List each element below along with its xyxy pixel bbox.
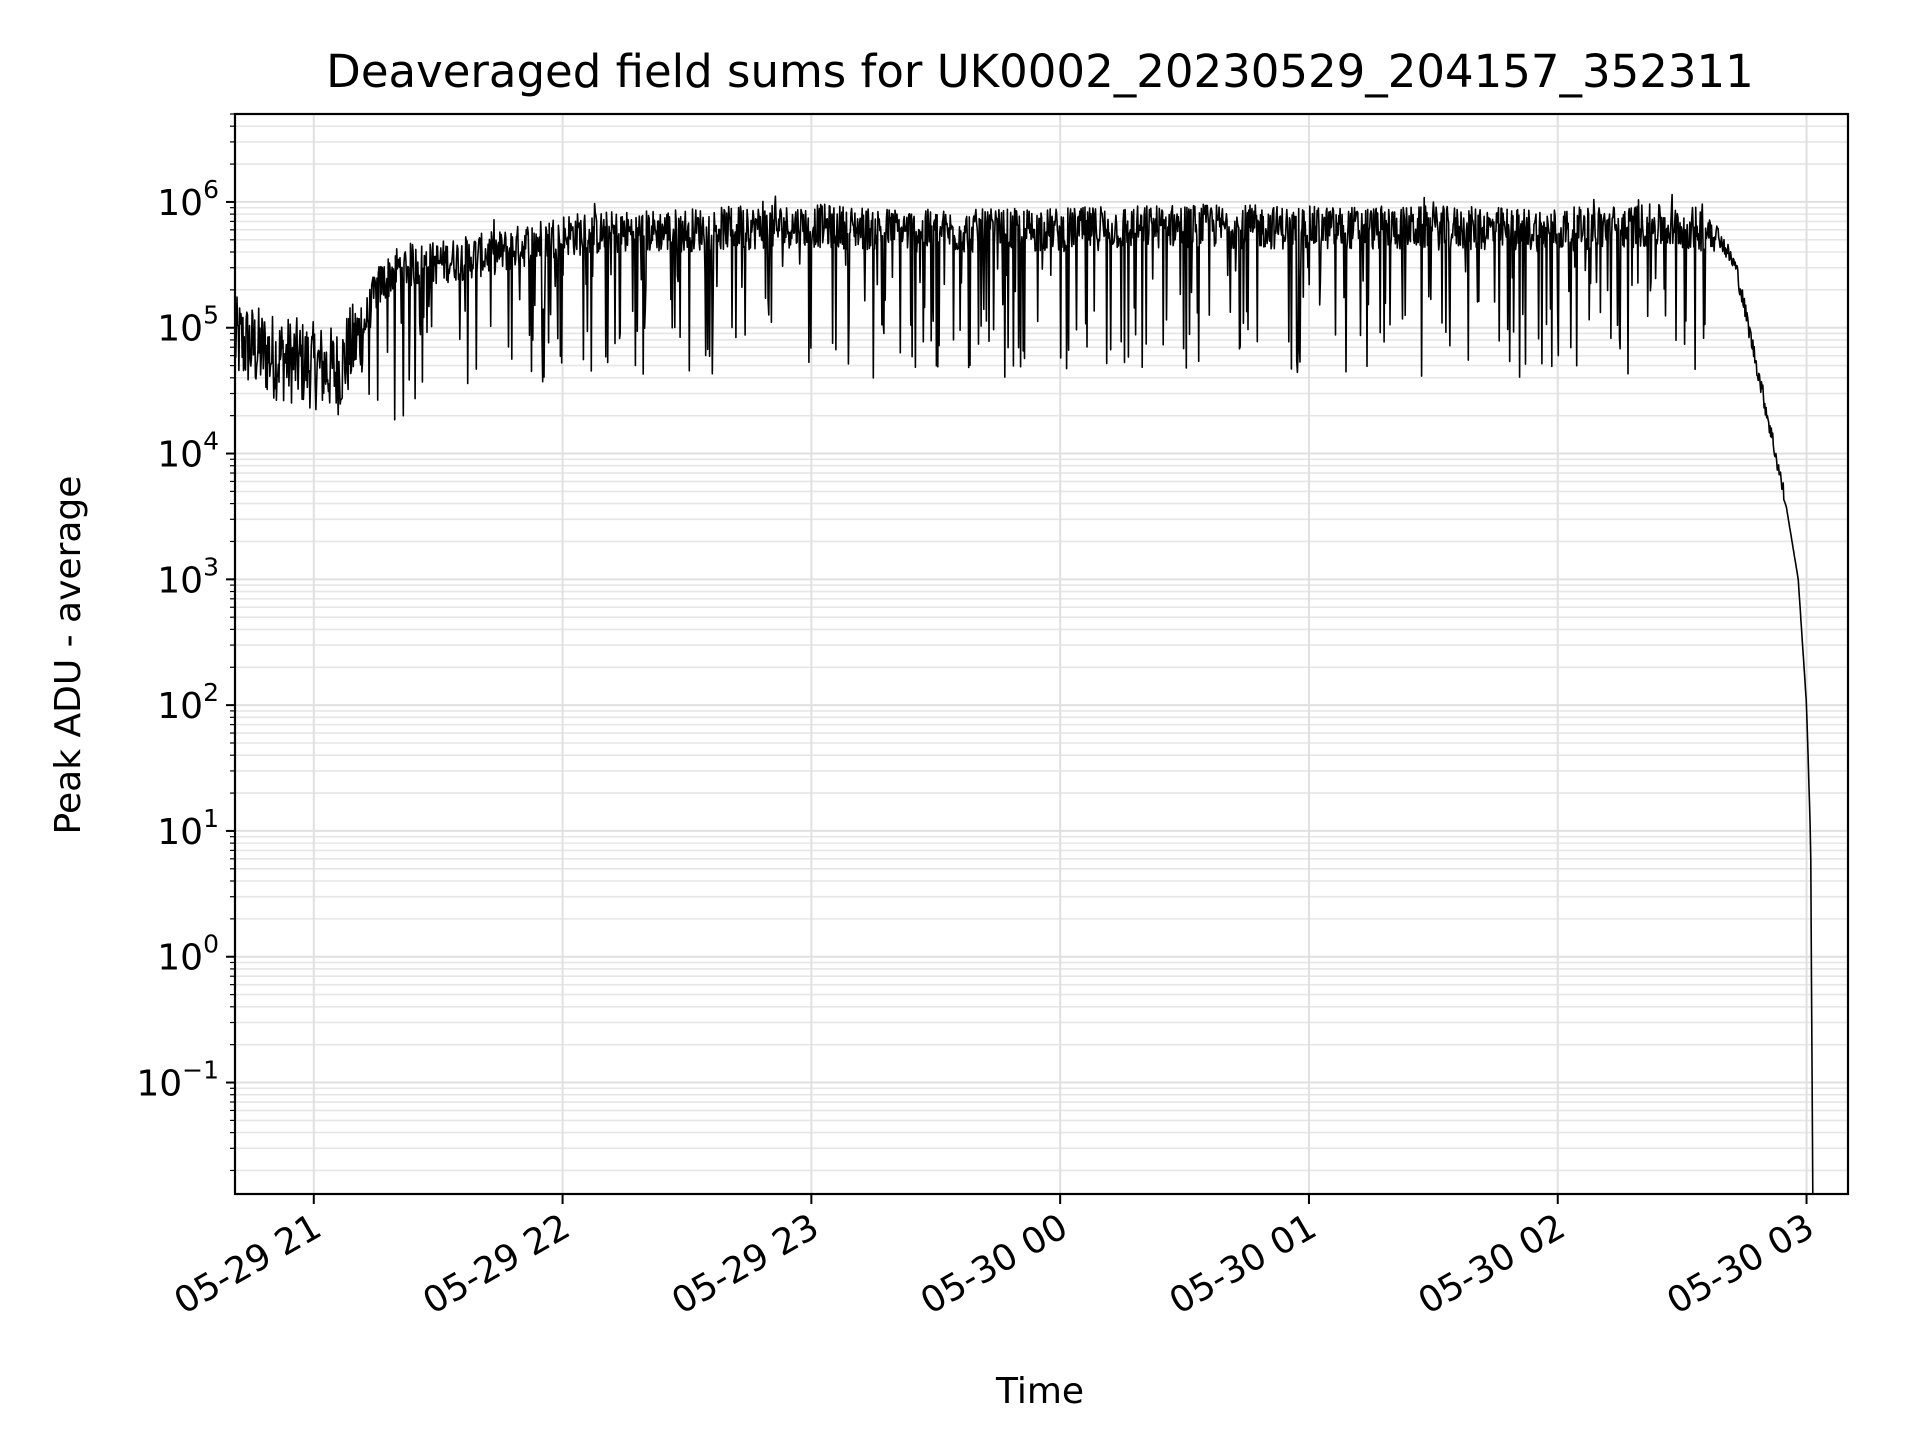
x-tick-label: 05-30 02 [1412, 1206, 1573, 1322]
x-tick-label: 05-29 22 [416, 1206, 577, 1322]
x-axis-label: Time [995, 1371, 1084, 1412]
y-tick-label: 10−1 [136, 1056, 219, 1105]
y-tick-label: 102 [157, 678, 219, 727]
y-axis: 106 105 104 103 102 101 100 10−1 [136, 113, 235, 1172]
y-axis-label: Peak ADU - average [48, 476, 89, 835]
plot-frame [233, 112, 1850, 1196]
chart-title: Deaveraged field sums for UK0002_2023052… [326, 45, 1754, 98]
x-tick-label: 05-30 03 [1660, 1206, 1821, 1322]
series-line [234, 193, 1814, 1195]
y-tick-label: 101 [157, 804, 219, 853]
y-tick-label: 100 [157, 930, 219, 979]
y-tick-label: 105 [157, 301, 219, 350]
y-tick-label: 106 [157, 175, 219, 224]
grid [235, 113, 1848, 1194]
x-tick-label: 05-30 00 [914, 1206, 1075, 1322]
x-tick-label: 05-30 01 [1163, 1206, 1324, 1322]
y-tick-label: 103 [157, 552, 219, 601]
x-axis: 05-29 21 05-29 22 05-29 23 05-30 00 05-30 01… [168, 1194, 1821, 1323]
y-tick-label: 104 [157, 427, 219, 476]
x-tick-label: 05-29 21 [168, 1206, 329, 1322]
x-tick-label: 05-29 23 [665, 1206, 826, 1322]
